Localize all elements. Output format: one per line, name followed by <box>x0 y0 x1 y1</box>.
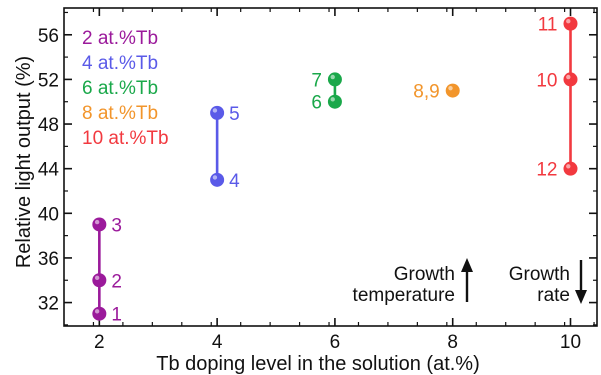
data-point <box>210 172 225 187</box>
point-label: 1 <box>111 305 122 326</box>
x-tick-label: 2 <box>94 332 105 353</box>
point-label: 3 <box>111 215 122 236</box>
annotation-line: Growth <box>394 264 455 285</box>
y-tick-label: 44 <box>38 160 60 181</box>
data-point <box>327 72 342 87</box>
point-label: 7 <box>311 70 322 91</box>
annotation-line: Growth <box>509 264 570 285</box>
data-point-highlight <box>566 164 571 169</box>
point-label: 12 <box>536 160 557 181</box>
series-lines <box>98 23 572 314</box>
legend-entry: 2 at.%Tb <box>82 28 158 49</box>
data-points <box>92 16 578 321</box>
data-point <box>563 161 578 176</box>
point-label: 10 <box>536 70 557 91</box>
point-label: 8,9 <box>413 82 439 103</box>
plot-frame <box>63 7 598 327</box>
legend-entry: 8 at.%Tb <box>82 103 158 124</box>
x-tick-label: 10 <box>560 332 581 353</box>
x-axis-label: Tb doping level in the solution (at.%) <box>156 353 480 375</box>
data-point-highlight <box>94 275 100 281</box>
y-axis-label: Relative light output (%) <box>13 56 35 268</box>
point-label: 6 <box>311 93 322 114</box>
x-tick-label: 6 <box>330 332 341 353</box>
x-tick-label: 4 <box>212 332 223 353</box>
point-label: 4 <box>229 171 240 192</box>
y-tick-label: 56 <box>38 26 59 47</box>
arrow-down-head <box>575 290 587 304</box>
data-point <box>563 16 578 31</box>
legend-entry: 4 at.%Tb <box>82 53 158 74</box>
y-tick-label: 40 <box>38 204 59 225</box>
arrow-up-head <box>461 258 473 272</box>
legend-entry: 10 at.%Tb <box>82 128 169 149</box>
data-point <box>445 83 460 98</box>
legend: 2 at.%Tb 4 at.%Tb 6 at.%Tb 8 at.%Tb 10 at.%T… <box>82 28 169 149</box>
annotation-line: temperature <box>353 285 455 306</box>
data-point <box>92 217 107 232</box>
x-tick-label: 8 <box>447 332 458 353</box>
data-point <box>563 72 578 87</box>
data-point-highlight <box>94 219 100 225</box>
point-label: 5 <box>229 104 240 125</box>
data-point-highlight <box>330 97 335 102</box>
y-tick-label: 48 <box>38 115 59 136</box>
data-point-highlight <box>566 19 571 24</box>
y-tick-label: 32 <box>38 294 59 315</box>
data-point-highlight <box>448 85 453 91</box>
data-point <box>92 306 107 321</box>
data-point-highlight <box>212 175 218 180</box>
data-point <box>92 273 107 288</box>
data-point-highlight <box>330 74 335 80</box>
annotation-line: rate <box>537 285 570 306</box>
point-label: 11 <box>538 15 558 36</box>
data-point-highlight <box>566 74 571 80</box>
data-point-highlight <box>94 309 100 314</box>
data-point-highlight <box>212 108 218 113</box>
y-tick-label: 36 <box>38 249 59 270</box>
data-point <box>210 105 225 120</box>
point-label: 2 <box>111 271 122 292</box>
y-tick-label: 52 <box>38 70 59 91</box>
data-point <box>327 94 342 109</box>
legend-entry: 6 at.%Tb <box>82 78 158 99</box>
